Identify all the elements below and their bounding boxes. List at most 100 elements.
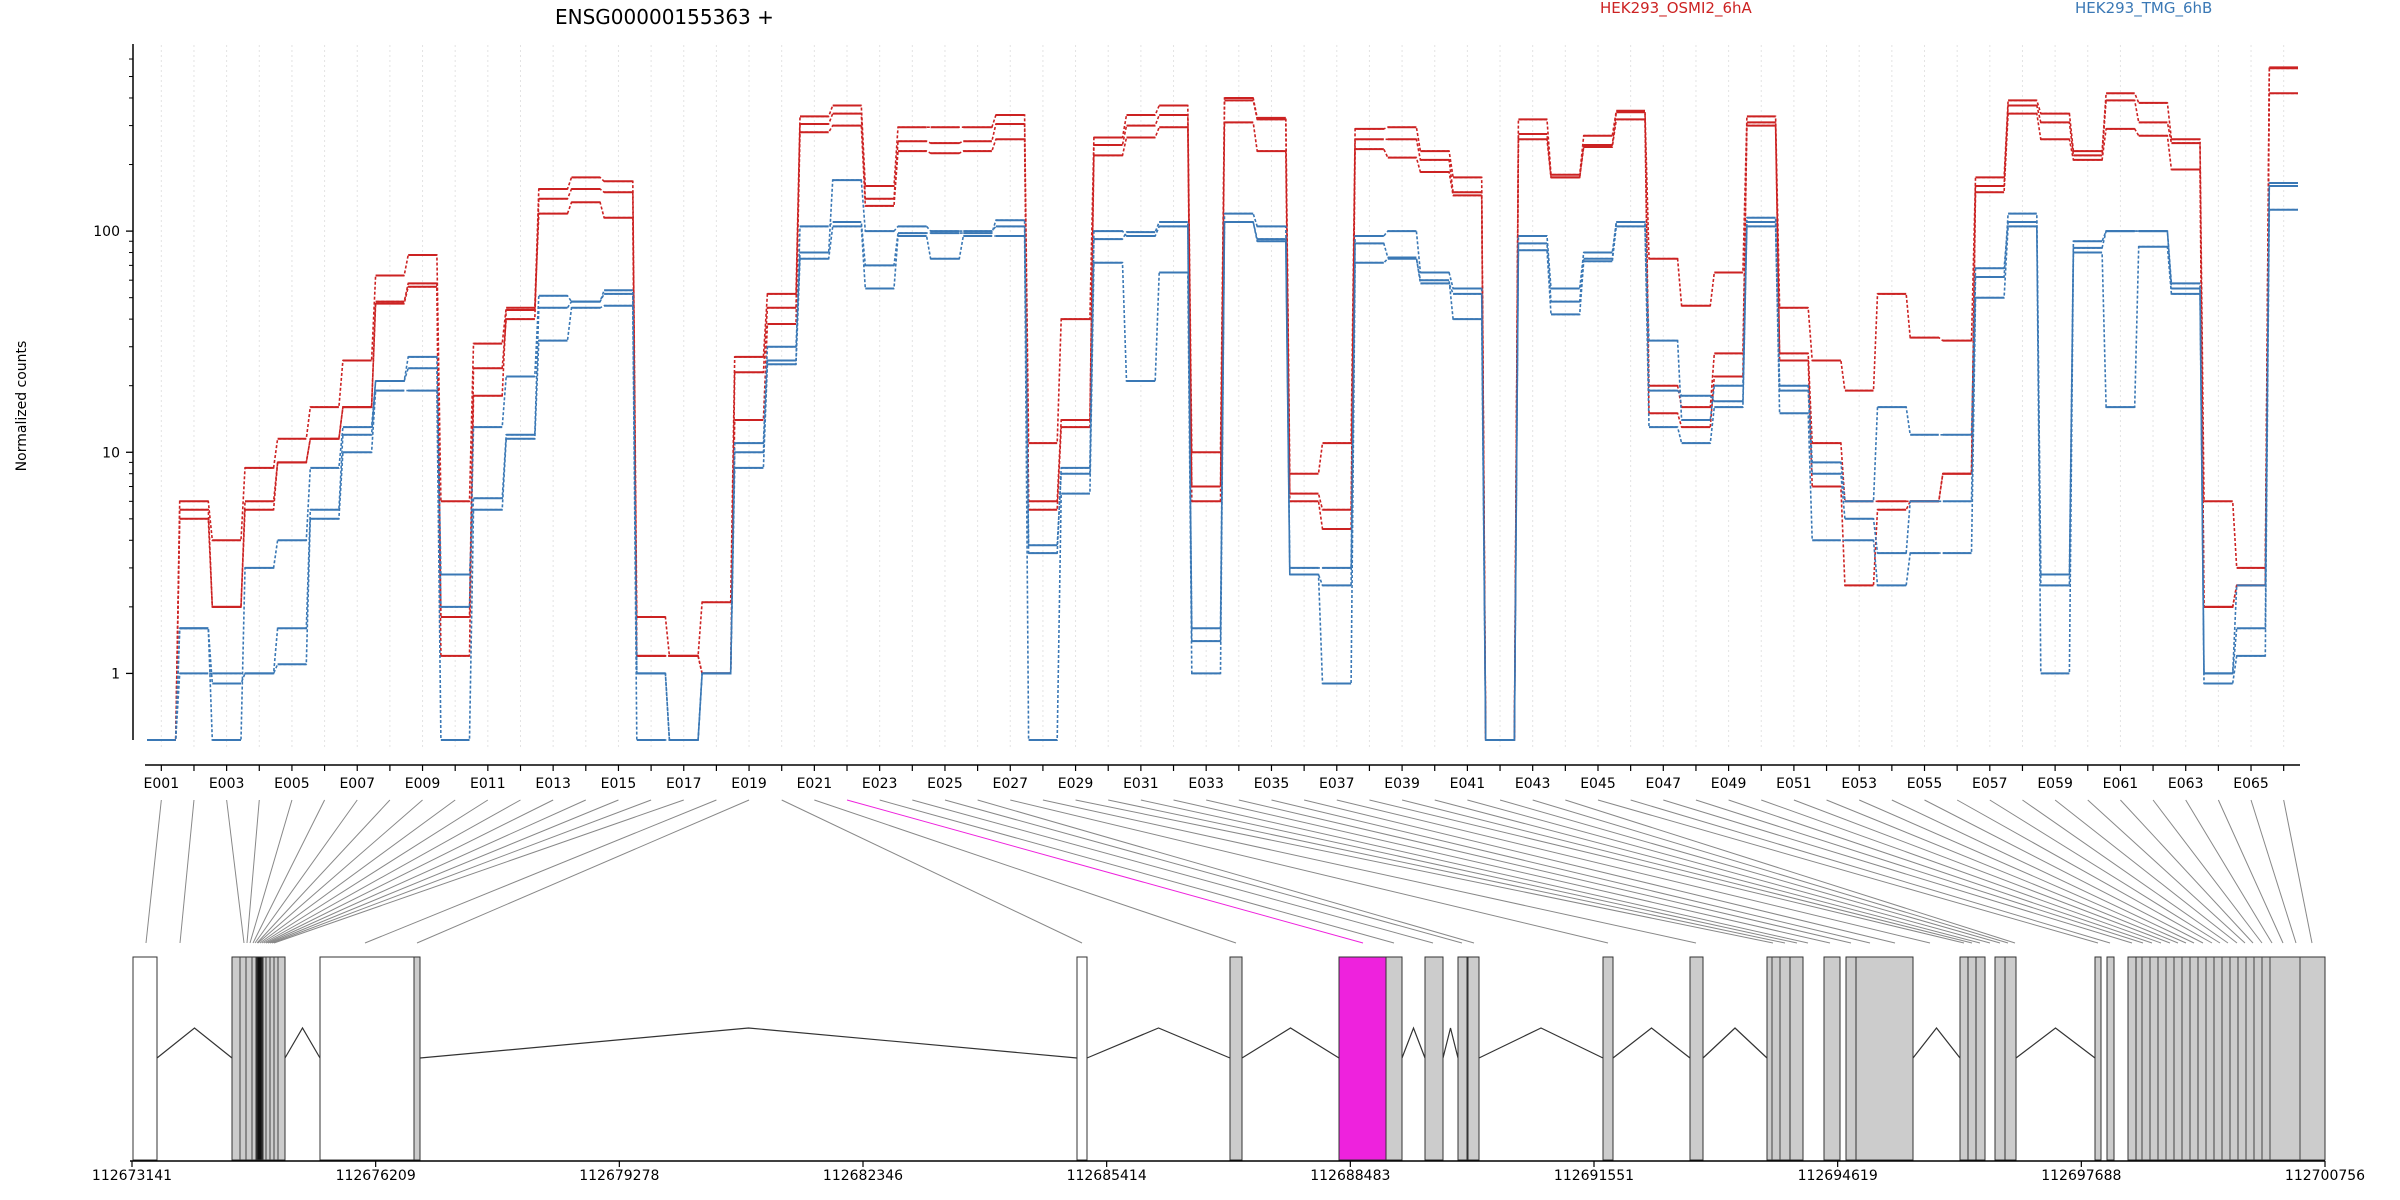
exon-box [413, 956, 421, 1161]
connector-line [1728, 799, 2153, 944]
connector-line [1630, 799, 2111, 944]
x-tick-label: E033 [1188, 776, 1224, 792]
exon-box [1467, 956, 1480, 1161]
exon-box [1424, 956, 1444, 1161]
x-tick-label: E047 [1646, 776, 1682, 792]
connector-line [1826, 799, 2179, 944]
x-tick-label: E025 [927, 776, 963, 792]
intron-line [1478, 1027, 1604, 1059]
connector-line [145, 799, 162, 944]
exon-box [2127, 956, 2137, 1161]
exon-box [1975, 956, 1986, 1161]
highlighted-exon [1338, 956, 1387, 1161]
x-tick-label: E011 [470, 776, 506, 792]
intron-line [1702, 1027, 1768, 1059]
x-tick-label: E043 [1515, 776, 1551, 792]
connector-highlight [846, 799, 1364, 944]
intron-line [419, 1027, 1078, 1059]
connector-line [1499, 799, 2001, 944]
expression-series [147, 66, 2298, 741]
coord-tick-label: 112673141 [92, 1168, 172, 1184]
exon-connector-lines [145, 799, 2313, 944]
connector-line [263, 799, 521, 944]
connector-line [256, 799, 391, 944]
coord-tick-label: 112700756 [2285, 1168, 2365, 1184]
x-tick-label: E041 [1450, 776, 1486, 792]
x-tick-label: E055 [1907, 776, 1943, 792]
y-tick-label: 1 [111, 666, 120, 682]
connector-line [226, 799, 245, 944]
y-tick-label: 100 [93, 224, 120, 240]
legend: HEK293_OSMI2_6hA HEK293_TMG_6hB [1600, 0, 2212, 18]
legend-entry-HEK293_TMG_6hB: HEK293_TMG_6hB [2075, 0, 2212, 18]
series-line-5 [147, 185, 2298, 741]
connector-line [1042, 799, 1697, 944]
connector-line [2120, 799, 2254, 944]
connector-line [944, 799, 1463, 944]
connector-line [1532, 799, 2009, 944]
connector-line [249, 799, 293, 944]
connector-line [1108, 799, 1786, 944]
x-tick-label: E005 [274, 776, 310, 792]
connector-line [1075, 799, 1774, 944]
x-tick-label: E063 [2168, 776, 2204, 792]
connector-line [879, 799, 1395, 944]
exon-box [319, 956, 415, 1161]
x-tick-label: E061 [2103, 776, 2139, 792]
connector-line [273, 799, 684, 944]
connector-line [1304, 799, 1896, 944]
exon-box [1845, 956, 1857, 1161]
coord-tick-label: 112685414 [1067, 1168, 1147, 1184]
x-tick-label: E027 [992, 776, 1028, 792]
x-tick-label: E053 [1841, 776, 1877, 792]
exon-box [132, 956, 158, 1161]
coord-tick-label: 112676209 [336, 1168, 416, 1184]
x-tick-label: E021 [797, 776, 833, 792]
connector-line [977, 799, 1475, 944]
connector-line [1336, 799, 1931, 944]
connector-line [1924, 799, 2204, 944]
connector-line [1238, 799, 1852, 944]
connector-line [1597, 799, 2099, 944]
intron-line [1612, 1027, 1691, 1059]
exon-box [2094, 956, 2102, 1161]
x-tick-label: E007 [339, 776, 375, 792]
exon-box [1994, 956, 2006, 1161]
x-tick-label: E035 [1254, 776, 1290, 792]
connector-line [1956, 799, 2213, 944]
series-line-3 [147, 92, 2298, 741]
intron-line [1912, 1027, 1961, 1059]
exon-box [1385, 956, 1403, 1161]
exon-box [1959, 956, 1969, 1161]
x-tick-label: E017 [666, 776, 702, 792]
series-level-6 [147, 208, 2298, 741]
connector-line [267, 799, 587, 944]
exon-box [1076, 956, 1088, 1161]
connector-line [1434, 799, 1981, 944]
coord-tick-label: 112691551 [1554, 1168, 1634, 1184]
connector-line [781, 799, 1083, 944]
intron-line [2015, 1027, 2096, 1059]
y-tick-label: 10 [102, 445, 120, 461]
connector-line [2054, 799, 2238, 944]
connector-line [1663, 799, 2133, 944]
connector-line [1401, 799, 1973, 944]
connector-line [1793, 799, 2171, 944]
x-tick-label: E037 [1319, 776, 1355, 792]
connector-line [265, 799, 554, 944]
exon-box [1689, 956, 1704, 1161]
legend-entry-HEK293_OSMI2_6hA: HEK293_OSMI2_6hA [1600, 0, 1753, 18]
x-tick-label: E045 [1580, 776, 1616, 792]
connector-line [1271, 799, 1871, 944]
x-tick-label: E049 [1711, 776, 1747, 792]
connector-line [179, 799, 195, 944]
connector-line [2152, 799, 2263, 944]
connector-line [416, 799, 750, 944]
exon-box [1602, 956, 1614, 1161]
connector-line [1761, 799, 2162, 944]
connector-line [1173, 799, 1809, 944]
connector-line [1010, 799, 1609, 944]
x-tick-label: E009 [405, 776, 441, 792]
coord-tick-label: 112688483 [1310, 1168, 1390, 1184]
